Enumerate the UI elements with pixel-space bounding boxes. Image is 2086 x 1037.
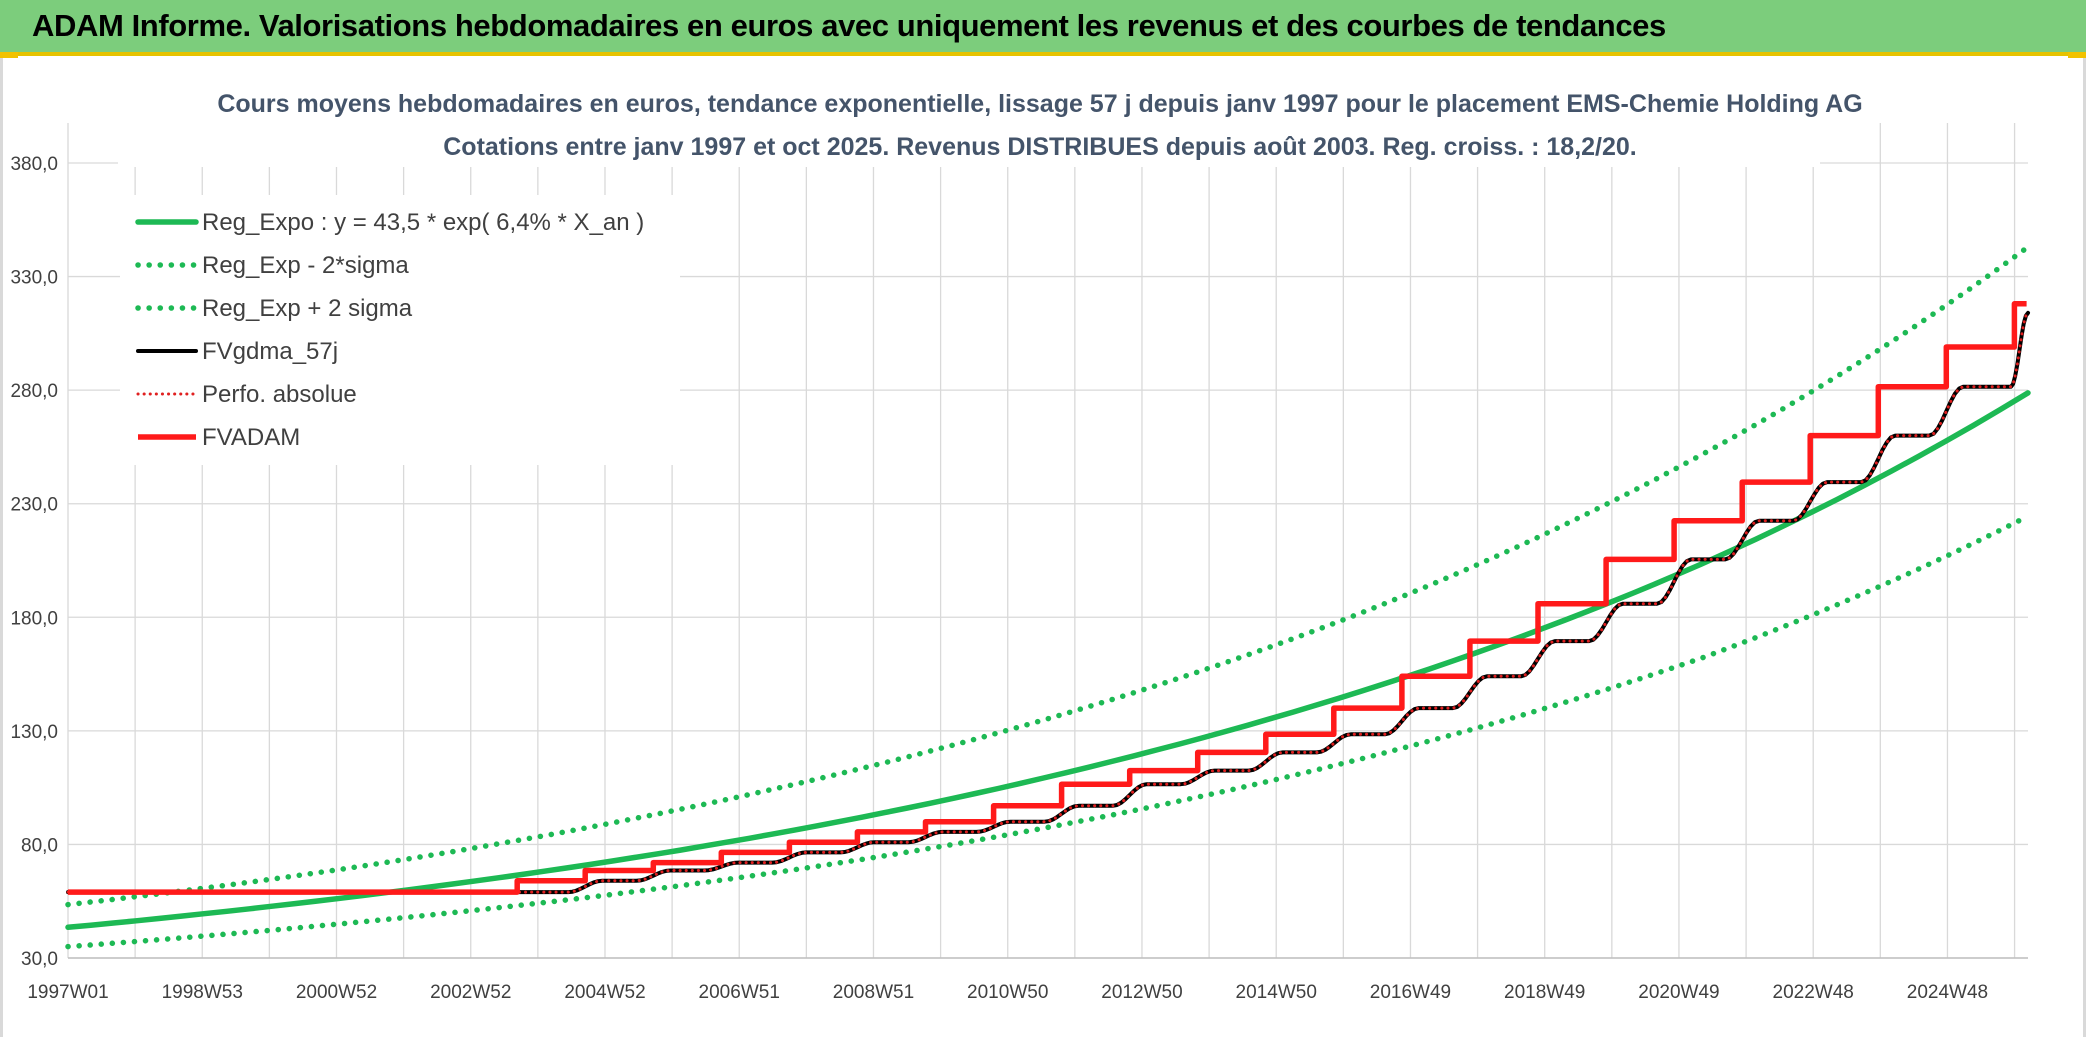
x-tick-label: 2016W49 (1370, 982, 1451, 1003)
legend-label: FVgdma_57j (202, 338, 338, 365)
x-tick-label: 2020W49 (1638, 982, 1719, 1003)
legend-label: Perfo. absolue (202, 381, 357, 408)
x-axis: 1997W01 1998W53 2000W52 2002W52 2004W52 2006W… (27, 982, 1988, 1003)
y-tick-label: 80,0 (21, 835, 58, 856)
x-tick-label: 2006W51 (699, 982, 780, 1003)
x-tick-label: 2002W52 (430, 982, 511, 1003)
series-reg-plus-2sigma (65, 244, 2031, 908)
x-tick-label: 2012W50 (1101, 982, 1182, 1003)
title-box (118, 85, 1820, 167)
y-tick-label: 230,0 (10, 495, 58, 516)
x-tick-label: 2004W52 (564, 982, 645, 1003)
x-tick-label: 2018W49 (1504, 982, 1585, 1003)
x-tick-label: 1997W01 (27, 982, 108, 1003)
chart-title: Cours moyens hebdomadaires en euros, ten… (217, 90, 1862, 118)
x-tick-label: 2008W51 (833, 982, 914, 1003)
x-tick-label: 2022W48 (1773, 982, 1854, 1003)
x-tick-label: 2000W52 (296, 982, 377, 1003)
y-tick-label: 130,0 (10, 722, 58, 743)
report-banner: ADAM Informe. Valorisations hebdomadaire… (0, 0, 2086, 56)
series-perfo-absolue (66, 311, 2030, 894)
legend: Reg_Expo : y = 43,5 * exp( 6,4% * X_an )… (120, 195, 680, 465)
legend-label: Reg_Exp - 2*sigma (202, 252, 409, 279)
x-tick-label: 2014W50 (1236, 982, 1317, 1003)
corner-mark-right (2068, 52, 2086, 58)
x-tick-label: 2010W50 (967, 982, 1048, 1003)
y-tick-label: 30,0 (21, 949, 58, 970)
chart-subtitle: Cotations entre janv 1997 et oct 2025. R… (443, 133, 1637, 161)
series-layer (65, 244, 2031, 950)
legend-label: Reg_Exp + 2 sigma (202, 295, 413, 322)
corner-mark-left (0, 52, 18, 58)
series-fvadam (68, 301, 2027, 895)
legend-box (120, 195, 680, 465)
legend-label: Reg_Expo : y = 43,5 * exp( 6,4% * X_an ) (202, 209, 644, 236)
chart-frame (0, 56, 2086, 1037)
y-tick-label: 280,0 (10, 381, 58, 402)
y-tick-label: 330,0 (10, 268, 58, 289)
x-tick-label: 1998W53 (162, 982, 243, 1003)
y-tick-label: 180,0 (10, 608, 58, 629)
x-tick-label: 2024W48 (1907, 982, 1988, 1003)
y-axis: 30,0 80,0 130,0 180,0 230,0 280,0 330,0 380,0 (10, 154, 58, 970)
y-tick-label: 380,0 (10, 154, 58, 175)
legend-label: FVADAM (202, 424, 300, 451)
report-title: ADAM Informe. Valorisations hebdomadaire… (32, 8, 1666, 43)
